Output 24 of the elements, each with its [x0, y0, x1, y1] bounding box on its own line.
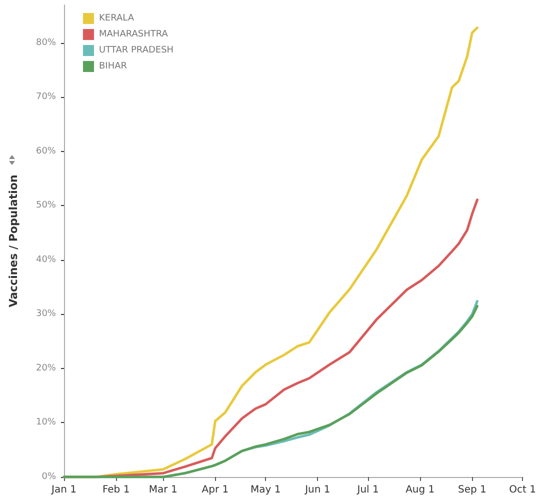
x-tick-label: Jun 1 — [304, 484, 330, 496]
y-tick-label: 60% — [36, 146, 56, 156]
y-tick-label: 50% — [36, 200, 56, 211]
y-tick-label: 80% — [36, 38, 56, 48]
y-tick-label: 20% — [36, 363, 56, 374]
x-tick-label: Jul 1 — [356, 484, 379, 496]
y-tick-label: 0% — [42, 472, 56, 482]
x-tick-label: May 1 — [250, 484, 281, 496]
x-tick-label: Apr 1 — [202, 484, 229, 496]
x-tick-label: Oct 1 — [509, 484, 536, 496]
legend-label: KERALA — [99, 14, 135, 24]
y-tick-label: 10% — [36, 418, 56, 428]
legend-label: MAHARASHTRA — [99, 30, 169, 40]
x-tick-label: Sep 1 — [458, 484, 486, 496]
legend-label: BIHAR — [99, 62, 128, 72]
y-tick-label: 70% — [36, 92, 56, 102]
x-tick-label: Feb 1 — [102, 484, 130, 496]
y-tick-label: 30% — [36, 309, 56, 320]
x-tick-label: Jan 1 — [50, 484, 76, 496]
legend-label: UTTAR PRADESH — [99, 46, 174, 56]
y-axis-title: Vaccines / Population — [7, 174, 20, 308]
y-tick-label: 40% — [36, 254, 56, 265]
x-tick-label: Mar 1 — [148, 484, 178, 496]
x-tick-label: Aug 1 — [406, 484, 435, 496]
